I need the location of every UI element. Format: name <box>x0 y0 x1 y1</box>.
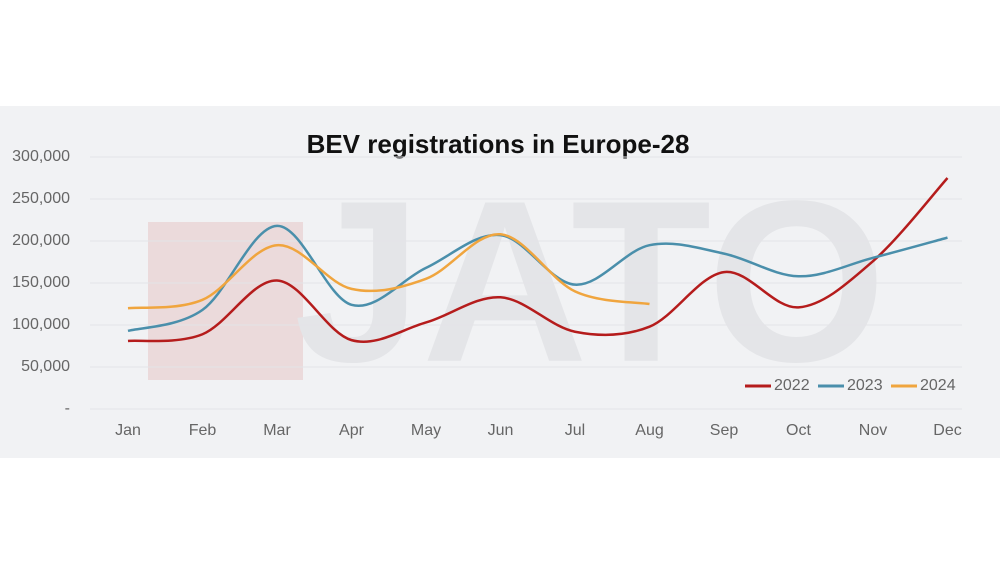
x-tick-label: May <box>411 422 441 439</box>
x-tick-label: Jun <box>488 422 514 439</box>
y-tick-label: 150,000 <box>12 274 70 291</box>
y-tick-label: 100,000 <box>12 316 70 333</box>
series-line <box>127 233 650 310</box>
y-tick-label: 200,000 <box>12 232 70 249</box>
chart-title: BEV registrations in Europe-28 <box>307 129 690 159</box>
x-tick-label: Sep <box>710 422 739 439</box>
x-tick-label: Nov <box>859 422 887 439</box>
x-tick-label: Oct <box>786 422 811 439</box>
legend-label: 2022 <box>774 377 810 394</box>
legend-label: 2023 <box>847 377 883 394</box>
y-tick-label: - <box>65 400 70 417</box>
x-tick-label: Dec <box>933 422 961 439</box>
y-tick-label: 250,000 <box>12 190 70 207</box>
x-tick-label: Jan <box>115 422 141 439</box>
x-tick-label: Aug <box>635 422 663 439</box>
watermark-logo <box>148 222 303 380</box>
legend-label: 2024 <box>920 377 956 394</box>
series-line <box>127 177 949 343</box>
x-tick-label: Feb <box>189 422 217 439</box>
y-tick-label: 300,000 <box>12 148 70 165</box>
x-tick-label: Mar <box>263 422 291 439</box>
x-tick-label: Apr <box>339 422 365 439</box>
y-tick-label: 50,000 <box>21 358 70 375</box>
x-tick-label: Jul <box>565 422 585 439</box>
